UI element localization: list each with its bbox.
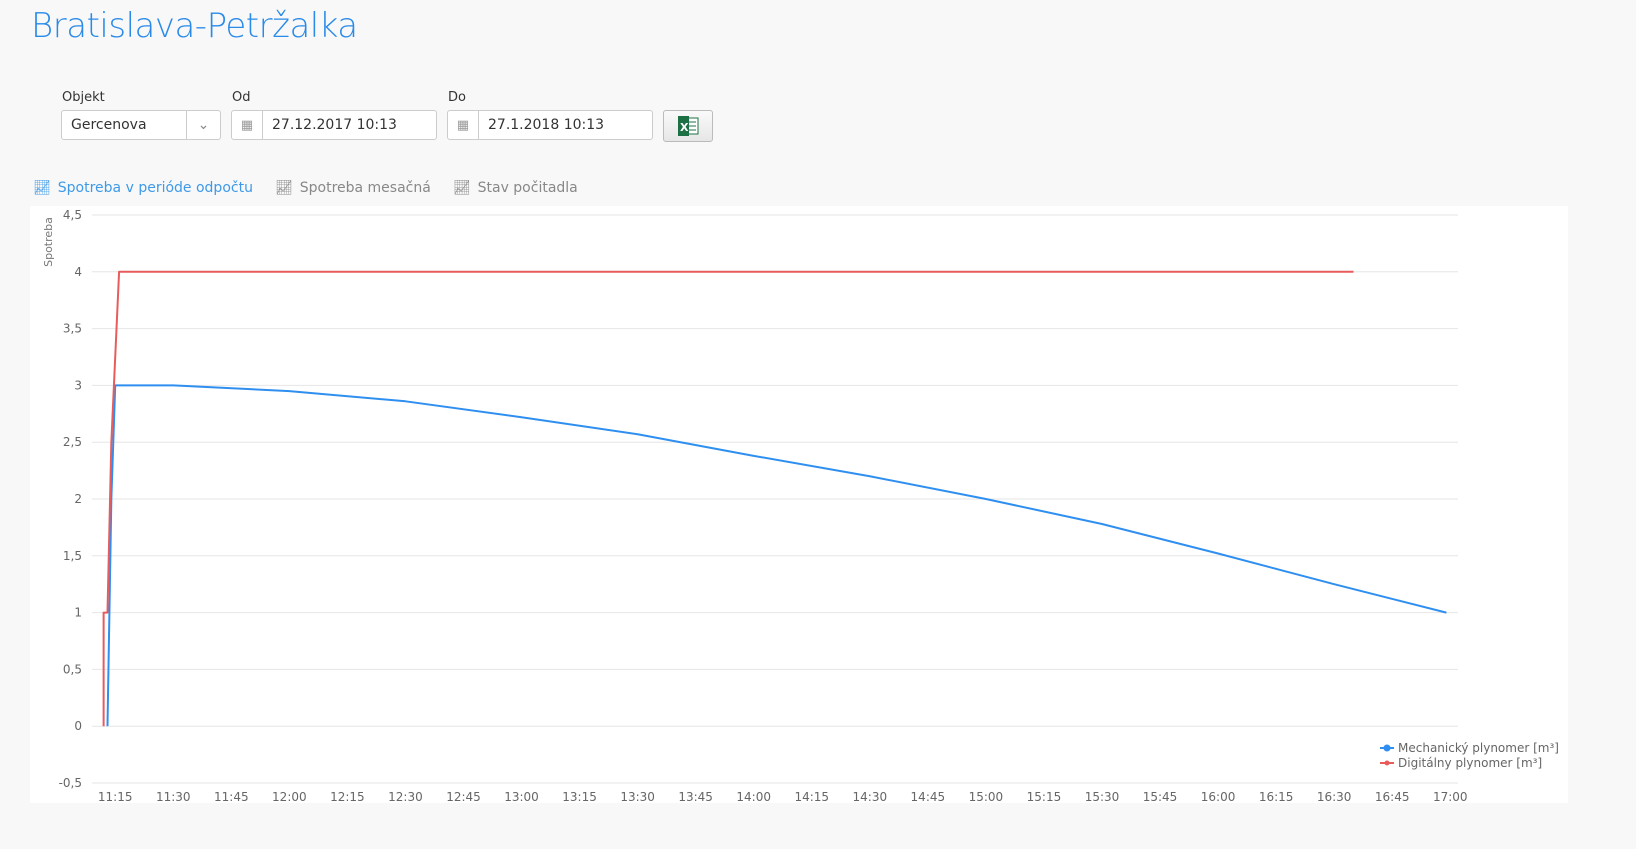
y-tick-label: 0 bbox=[74, 719, 82, 733]
to-date-input[interactable]: ▦ 27.1.2018 10:13 bbox=[447, 110, 653, 140]
x-tick-label: 15:45 bbox=[1143, 790, 1178, 803]
object-label: Objekt bbox=[62, 90, 105, 105]
x-tick-label: 12:30 bbox=[388, 790, 423, 803]
y-tick-label: 4,5 bbox=[63, 208, 82, 222]
x-tick-label: 15:30 bbox=[1085, 790, 1120, 803]
x-tick-label: 16:30 bbox=[1317, 790, 1352, 803]
export-excel-button[interactable]: X bbox=[663, 110, 713, 142]
x-tick-label: 12:00 bbox=[272, 790, 307, 803]
x-tick-label: 17:00 bbox=[1433, 790, 1468, 803]
y-tick-label: 0,5 bbox=[63, 662, 82, 676]
y-tick-label: -0,5 bbox=[59, 776, 82, 790]
calendar-icon[interactable]: ▦ bbox=[448, 111, 479, 139]
tab-monthly-consumption[interactable]: 📈︎ Spotreba mesačná bbox=[272, 175, 435, 206]
chart-svg: Spotreba -0,5 0 0,5 1 1,5 2 2,5 3 3,5 4 4,5 11:15 11… bbox=[42, 208, 1559, 804]
y-tick-label: 3 bbox=[74, 378, 82, 392]
y-tick-label: 2,5 bbox=[63, 435, 82, 449]
consumption-chart: Spotreba -0,5 0 0,5 1 1,5 2 2,5 3 3,5 4 4,5 11:15 11… bbox=[30, 206, 1568, 804]
x-tick-label: 13:15 bbox=[562, 790, 597, 803]
x-tick-label: 14:30 bbox=[853, 790, 888, 803]
x-tick-label: 16:00 bbox=[1201, 790, 1236, 803]
x-tick-label: 15:00 bbox=[969, 790, 1004, 803]
series-line-1 bbox=[102, 270, 1354, 727]
x-tick-label: 11:45 bbox=[214, 790, 249, 803]
from-date-input[interactable]: ▦ 27.12.2017 10:13 bbox=[231, 110, 437, 140]
object-value: Gercenova bbox=[71, 117, 147, 133]
legend-item: Mechanický plynomer [m³] bbox=[1398, 741, 1559, 755]
to-label: Do bbox=[448, 90, 466, 105]
x-tick-label: 13:00 bbox=[504, 790, 539, 803]
y-axis-label: Spotreba bbox=[42, 217, 55, 267]
legend-item: Digitálny plynomer [m³] bbox=[1398, 756, 1542, 770]
calendar-icon[interactable]: ▦ bbox=[232, 111, 263, 139]
series-line-0 bbox=[106, 384, 1447, 727]
from-date-value: 27.12.2017 10:13 bbox=[272, 117, 397, 133]
x-tick-label: 16:45 bbox=[1375, 790, 1410, 803]
x-tick-label: 13:30 bbox=[620, 790, 655, 803]
y-tick-label: 1,5 bbox=[63, 549, 82, 563]
excel-icon: X bbox=[678, 116, 699, 136]
to-date-value: 27.1.2018 10:13 bbox=[488, 117, 605, 133]
chart-tabs: 📈︎ Spotreba v perióde odpočtu 📈︎ Spotreba … bbox=[30, 175, 1568, 208]
y-tick-label: 4 bbox=[74, 265, 82, 279]
x-tick-label: 15:15 bbox=[1027, 790, 1062, 803]
y-tick-label: 1 bbox=[74, 606, 82, 620]
x-tick-label: 11:15 bbox=[98, 790, 133, 803]
svg-text:X: X bbox=[680, 121, 689, 134]
y-tick-label: 2 bbox=[74, 492, 82, 506]
chevron-down-icon[interactable]: ⌄ bbox=[186, 111, 220, 139]
x-tick-label: 14:00 bbox=[736, 790, 771, 803]
x-tick-label: 14:45 bbox=[911, 790, 946, 803]
line-chart-icon: 📈︎ bbox=[33, 180, 51, 196]
x-tick-label: 11:30 bbox=[156, 790, 191, 803]
tab-period-consumption[interactable]: 📈︎ Spotreba v perióde odpočtu bbox=[30, 175, 257, 208]
line-chart-icon: 📈︎ bbox=[452, 180, 471, 196]
x-tick-label: 12:45 bbox=[446, 790, 481, 803]
y-tick-label: 3,5 bbox=[63, 322, 82, 336]
x-tick-label: 16:15 bbox=[1259, 790, 1294, 803]
x-tick-label: 12:15 bbox=[330, 790, 365, 803]
tab-meter-state[interactable]: 📈︎ Stav počitadla bbox=[450, 175, 582, 206]
line-chart-icon: 📈︎ bbox=[274, 180, 293, 196]
object-select[interactable]: Gercenova ⌄ bbox=[61, 110, 221, 140]
x-tick-label: 13:45 bbox=[678, 790, 713, 803]
from-label: Od bbox=[232, 90, 251, 105]
x-tick-label: 14:15 bbox=[794, 790, 829, 803]
legend-marker-dot bbox=[1384, 760, 1390, 766]
page-title: Bratislava-Petržalka bbox=[31, 6, 358, 46]
legend-marker-dot bbox=[1383, 744, 1391, 752]
